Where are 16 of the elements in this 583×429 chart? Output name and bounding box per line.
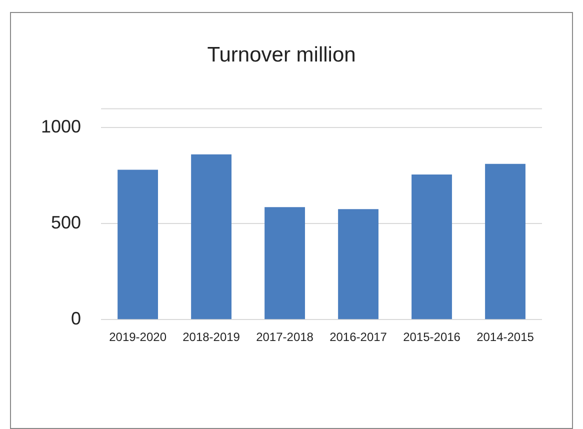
x-tick-label: 2016-2017 [330, 330, 388, 344]
x-tick-label: 2018-2019 [182, 330, 240, 344]
x-tick-label: 2017-2018 [256, 330, 314, 344]
x-tick-label: 2014-2015 [476, 330, 534, 344]
bar [412, 174, 452, 320]
chart-title: Turnover million [207, 43, 356, 66]
bar [338, 209, 378, 320]
bar [264, 207, 305, 320]
bar [485, 164, 526, 320]
y-tick-label: 0 [71, 308, 82, 329]
y-tick-label: 500 [50, 212, 82, 232]
bar [118, 170, 158, 320]
x-tick-label: 2015-2016 [403, 330, 461, 344]
bar [191, 154, 232, 320]
x-tick-label: 2019-2020 [109, 330, 167, 344]
y-tick-label: 1000 [40, 116, 82, 136]
